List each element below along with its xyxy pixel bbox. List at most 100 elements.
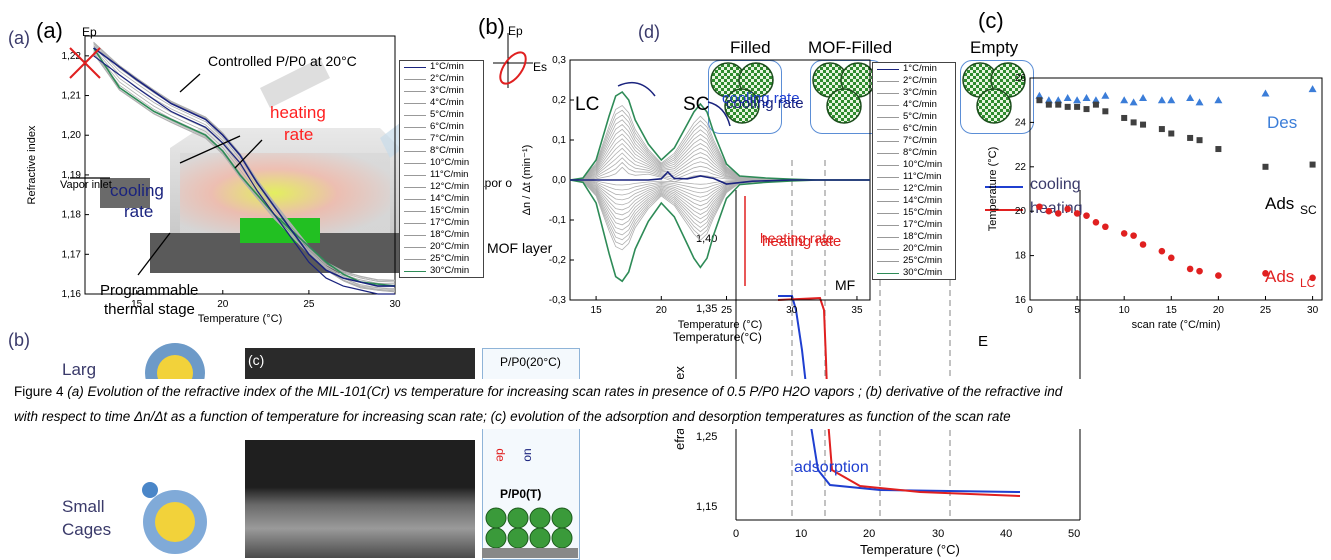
legend-swatch [404, 163, 426, 164]
ads-lc-point [1196, 267, 1203, 275]
sem-tag: (c) [248, 352, 265, 368]
legend-entry: 1°C/min [400, 61, 483, 73]
legend-entry: 20°C/min [400, 241, 483, 253]
legend-swatch [404, 115, 426, 116]
ads-sc-point [1262, 163, 1269, 170]
legend-swatch [404, 199, 426, 200]
ads-lc-point [1158, 247, 1166, 255]
legend-heating-line [985, 209, 1023, 211]
ads-lc-point [1064, 205, 1071, 213]
legend-entry: 3°C/min [873, 87, 955, 99]
legend-entry: 30°C/min [400, 265, 483, 277]
ads-lc-point [1120, 230, 1128, 237]
legend-label: 1°C/min [903, 63, 937, 74]
annot-heating-rate: heating rate [762, 233, 841, 250]
empty-box [960, 60, 1034, 134]
ads-sc-point [1168, 130, 1175, 137]
legend-swatch [877, 249, 899, 250]
ads-sc-point [1055, 101, 1062, 108]
ep-label-2: Ep [508, 24, 523, 38]
y-tick-label: 1,18 [62, 210, 82, 221]
legend-swatch [404, 79, 426, 80]
ads-lc-point [1186, 265, 1194, 273]
legend-entry: 15°C/min [873, 207, 955, 219]
annot-rate2: rate [124, 202, 153, 221]
legend-entry: 3°C/min [400, 85, 483, 97]
legend-swatch [404, 223, 426, 224]
des-point [1308, 85, 1317, 93]
bg-xtick-5: 50 [1068, 528, 1080, 540]
label-small: Small [62, 497, 105, 516]
panel-c-chart: 0 5 10 15 20 25 30 16 18 20 22 24 26 scan rate (°C/mi… [987, 73, 1323, 331]
legend-label: 7°C/min [430, 133, 464, 144]
y-axis-label: Δn / Δt (min⁻¹) [521, 145, 533, 216]
legend-entry: 17°C/min [873, 219, 955, 231]
annot-rate: rate [284, 125, 313, 144]
legend-swatch [877, 141, 899, 142]
legend-swatch [404, 187, 426, 188]
y-tick-label: -0,3 [549, 295, 567, 306]
legend-label: 15°C/min [430, 205, 470, 216]
des-point [1195, 98, 1204, 106]
bg-xtick-4: 40 [1000, 528, 1012, 540]
legend-entry: 14°C/min [400, 193, 483, 205]
apparatus-illustration [100, 58, 430, 273]
legend-entry: 25°C/min [873, 255, 955, 267]
y-tick-label: 20 [1015, 206, 1027, 217]
x-tick-label: 15 [591, 305, 603, 316]
legend-swatch [877, 117, 899, 118]
x-tick-label: 0 [1027, 305, 1033, 316]
rate-curve [93, 43, 396, 283]
legend-swatch [404, 127, 426, 128]
y-tick-label: 1,16 [62, 289, 82, 300]
panel-a-chart: 15 20 25 30 1,16 1,17 1,18 1,19 1,20 1,21 1,22 Temp… [26, 25, 430, 325]
x-tick-label: 5 [1074, 305, 1080, 316]
annot-stage2: thermal stage [104, 301, 195, 318]
des-point [1044, 96, 1053, 104]
legend-label: 3°C/min [430, 85, 464, 96]
annot-ep: Ep [82, 25, 97, 39]
series-1-return-line [93, 55, 395, 295]
legend-a: 1°C/min 2°C/min 3°C/min 4°C/min 5°C/min 6°C/m… [399, 60, 484, 278]
des-point [1157, 96, 1166, 104]
legend-swatch [404, 235, 426, 236]
legend-swatch [877, 273, 899, 274]
legend-swatch [877, 189, 899, 190]
des-point [1261, 89, 1270, 97]
legend-label: 8°C/min [430, 145, 464, 156]
legend-swatch [404, 103, 426, 104]
legend-swatch [404, 211, 426, 212]
y-tick-label: 24 [1015, 117, 1027, 128]
x-tick-label: 20 [1213, 305, 1225, 316]
legend-swatch [877, 153, 899, 154]
es-label: Es [533, 60, 548, 74]
annot-heating: heating [270, 103, 326, 122]
label-large-cut: Larg [62, 360, 97, 379]
x-tick-label: 30 [389, 299, 401, 310]
des-point [1054, 96, 1063, 104]
legend-entry: 4°C/min [400, 97, 483, 109]
bg-cooling-rate: cooling rate [722, 90, 800, 107]
legend-label: 30°C/min [903, 267, 943, 278]
y-tick-label: 18 [1015, 251, 1027, 262]
caption-line1: (a) Evolution of the refractive index of… [67, 384, 1063, 399]
bg-xtick-2: 20 [863, 528, 875, 540]
annot-cooling: cooling [110, 181, 164, 200]
x-tick-label: 30 [786, 305, 798, 316]
ads-sc-point [1102, 108, 1109, 115]
annot-stage1: Programmable [100, 282, 198, 299]
legend-label: 10°C/min [903, 159, 943, 170]
legend-entry: 20°C/min [873, 243, 955, 255]
legend-label: 8°C/min [903, 147, 937, 158]
legend-swatch [877, 213, 899, 214]
bg-ytick-1: 1,35 [696, 303, 717, 315]
ads-lc-point [1083, 212, 1090, 219]
legend-swatch [877, 177, 899, 178]
pp0-20: P/P0(20°C) [500, 355, 561, 369]
des-point [1167, 96, 1176, 104]
x-tick-label: 30 [1307, 305, 1319, 316]
legend-swatch [877, 129, 899, 130]
legend-label: 7°C/min [903, 135, 937, 146]
pp0-t: P/P0(T) [500, 487, 542, 501]
legend-label: 1°C/min [430, 61, 464, 72]
